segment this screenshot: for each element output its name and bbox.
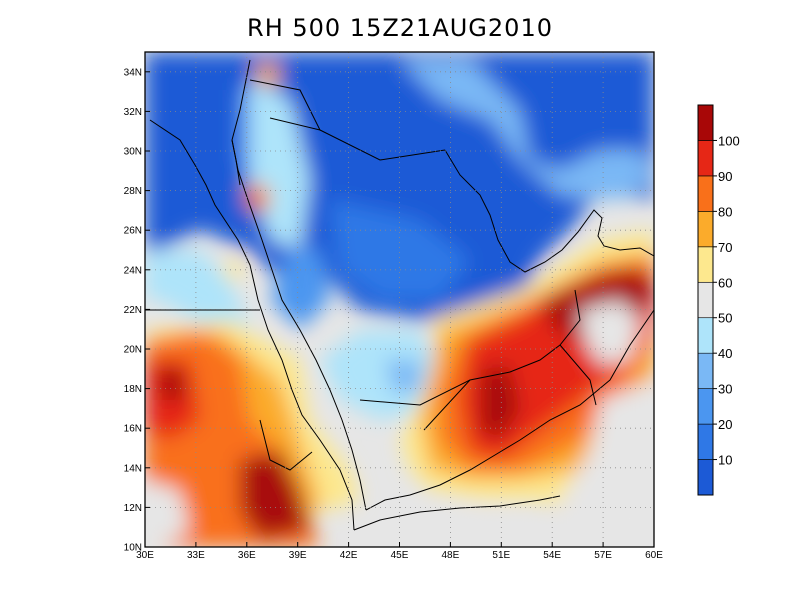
y-tick-label: 10N [124, 543, 142, 554]
border-line-2 [319, 129, 446, 161]
borders [145, 79, 597, 471]
border-line-5 [359, 379, 471, 406]
colorbar-swatch-40 [697, 317, 714, 354]
y-tick-label: 30N [124, 147, 142, 158]
y-tick-label: 20N [124, 345, 142, 356]
rh-region-5 [400, 60, 654, 200]
persian-gulf-coast [444, 149, 654, 273]
red-sea-east-coast [231, 59, 367, 511]
colorbar-label: 40 [718, 346, 732, 361]
rh-contours [145, 52, 654, 547]
colorbar-swatch-30 [697, 352, 714, 389]
x-tick-label: 45E [391, 550, 409, 561]
coastlines [149, 59, 654, 531]
rh-region-18 [160, 365, 185, 400]
rh-region-21 [240, 450, 310, 540]
colorbar-swatch-20 [697, 388, 714, 425]
x-tick-label: 54E [543, 550, 561, 561]
colorbar-label: 20 [718, 417, 732, 432]
colorbar-label: 100 [718, 133, 740, 148]
border-line-1 [249, 79, 321, 131]
arabian-sea-coast [365, 309, 654, 511]
x-tick-label: 48E [442, 550, 460, 561]
colorbar-label: 60 [718, 275, 732, 290]
rh-region-2 [330, 200, 470, 300]
x-tick-label: 33E [187, 550, 205, 561]
colorbar-swatch-80 [697, 175, 714, 212]
rh-region-23 [560, 380, 654, 547]
y-tick-label: 16N [124, 424, 142, 435]
colorbar-frame [697, 104, 714, 496]
colorbar-swatch-100 [697, 104, 714, 141]
rh-region-25 [145, 480, 190, 547]
colorbar-label: 10 [718, 453, 732, 468]
rh-region-24 [420, 505, 520, 547]
y-tick-label: 32N [124, 107, 142, 118]
y-tick-label: 28N [124, 186, 142, 197]
y-tick-label: 14N [124, 463, 142, 474]
colorbar-swatch-60 [697, 246, 714, 283]
colorbar-swatch-70 [697, 211, 714, 248]
red-sea-west-coast [149, 119, 355, 531]
colorbar-swatch-90 [697, 140, 714, 177]
rh-region-9 [385, 360, 420, 395]
colorbar: 10 20 30 40 50 60 70 80 90 100 [697, 104, 740, 496]
rh-region-29 [225, 260, 242, 280]
border-line-7 [559, 344, 597, 406]
colorbar-label: 30 [718, 382, 732, 397]
colorbar-swatch-10 [697, 423, 714, 460]
colorbar-label: 80 [718, 204, 732, 219]
rh-region-27 [248, 190, 264, 205]
x-tick-label: 51E [492, 550, 510, 561]
y-tick-label: 24N [124, 265, 142, 276]
x-tick-label: 42E [340, 550, 358, 561]
x-tick-label: 60E [645, 550, 663, 561]
y-tick-label: 26N [124, 226, 142, 237]
y-tick-label: 18N [124, 384, 142, 395]
colorbar-label: 90 [718, 169, 732, 184]
x-tick-label: 30E [136, 550, 154, 561]
x-tick-label: 57E [594, 550, 612, 561]
gulf-of-aden-south [353, 495, 561, 531]
rh-region-7 [320, 330, 440, 420]
rh-region-8 [145, 250, 250, 340]
colorbar-label: 70 [718, 240, 732, 255]
map-title: RH 500 15Z21AUG2010 [247, 14, 553, 42]
y-tick-label: 22N [124, 305, 142, 316]
y-tick-label: 12N [124, 503, 142, 514]
border-line-6 [259, 419, 313, 471]
colorbar-label: 50 [718, 311, 732, 326]
rh-region-19 [480, 365, 520, 440]
colorbar-swatch-0 [697, 459, 714, 496]
rh-region-28 [255, 65, 280, 85]
axis-ticks: 30E 33E 36E 39E 42E 45E 48E 51E 54E 57E 60E 10N 12N 1… [124, 67, 664, 561]
y-tick-label: 34N [124, 67, 142, 78]
rh-field [145, 52, 654, 547]
gulf-of-aqaba [231, 139, 241, 186]
x-tick-label: 39E [289, 550, 307, 561]
x-tick-label: 36E [238, 550, 256, 561]
colorbar-swatch-50 [697, 281, 714, 319]
